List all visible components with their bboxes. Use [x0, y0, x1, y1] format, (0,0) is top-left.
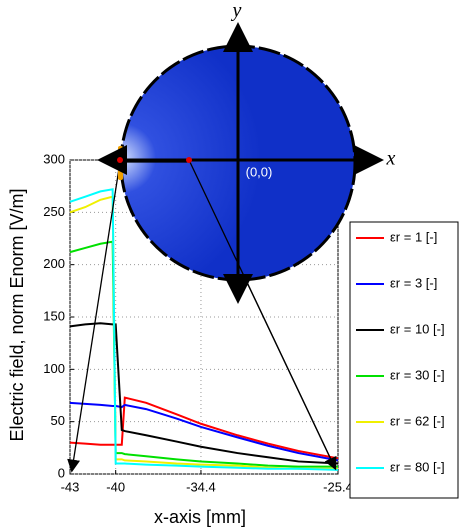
y-tick-label: 0: [58, 465, 65, 480]
y-tick-label: 50: [51, 413, 65, 428]
legend-label: εr = 80 [-]: [390, 459, 445, 474]
legend-label: εr = 3 [-]: [390, 275, 437, 290]
data-line: [69, 188, 339, 471]
y-tick-label: 300: [43, 151, 65, 166]
legend-label: εr = 10 [-]: [390, 321, 445, 336]
legend: εr = 1 [-] εr = 3 [-] εr = 10 [-] εr = 30 […: [349, 221, 459, 499]
legend-label: εr = 62 [-]: [390, 413, 445, 428]
y-axis-label: Electric field, norm Enorm [V/m]: [7, 188, 27, 441]
diagram: y x (0,0): [67, 0, 396, 473]
data-line: [69, 322, 339, 465]
y-tick-label: 150: [43, 308, 65, 323]
y-tick-label: 250: [43, 204, 65, 219]
y-tick-label: 100: [43, 361, 65, 376]
data-line: [69, 240, 338, 468]
data-line: [69, 396, 339, 460]
y-axis-symbol: y: [231, 0, 242, 22]
source-strip: [118, 146, 123, 180]
x-axis-symbol: x: [386, 148, 396, 170]
zoom-line: [67, 161, 121, 473]
x-tick-label: -25.4: [323, 479, 353, 494]
y-tick-label: 200: [43, 256, 65, 271]
legend-label: εr = 30 [-]: [390, 367, 445, 382]
x-tick-label: -34.4: [186, 479, 216, 494]
x-axis-label: x-axis [mm]: [154, 507, 246, 527]
data-line: [69, 195, 338, 470]
zoom-line: [188, 159, 336, 469]
legend-label: εr = 1 [-]: [390, 229, 437, 244]
point: [117, 157, 123, 163]
data-line: [69, 401, 339, 462]
legend-box: [349, 221, 459, 499]
x-tick-label: -40: [106, 479, 125, 494]
point: [186, 157, 192, 163]
x-tick-label: -43: [61, 479, 80, 494]
origin-label: (0,0): [246, 164, 273, 179]
